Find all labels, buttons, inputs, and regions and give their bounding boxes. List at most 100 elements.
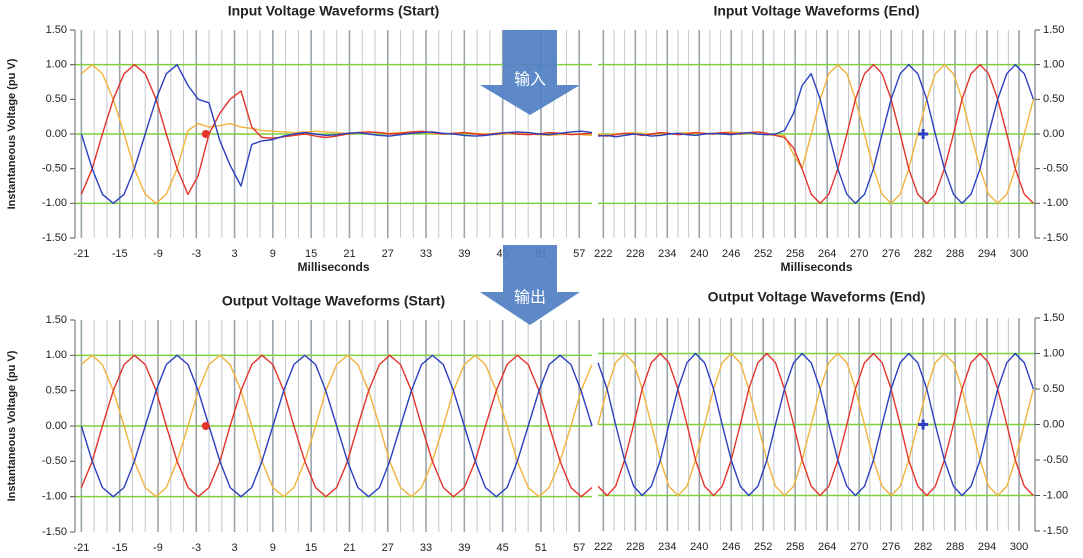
x-tick-label: 240 bbox=[690, 248, 708, 260]
y-tick-label: -1.00 bbox=[1043, 197, 1068, 209]
x-tick-label: 3 bbox=[232, 542, 238, 554]
x-tick-label: 246 bbox=[722, 541, 740, 553]
y-tick-label: 0.00 bbox=[46, 128, 67, 140]
y-tick-label: 0.50 bbox=[46, 385, 67, 397]
waveform bbox=[597, 352, 1035, 497]
x-tick-label: 294 bbox=[978, 541, 996, 553]
x-tick-label: 9 bbox=[270, 542, 276, 554]
waveform bbox=[80, 64, 593, 204]
x-tick-label: 33 bbox=[420, 542, 432, 554]
waveform bbox=[597, 352, 1035, 497]
y-tick-label: 1.00 bbox=[1043, 59, 1064, 71]
x-tick-label: 21 bbox=[343, 248, 355, 260]
x-tick-label: 27 bbox=[382, 248, 394, 260]
x-tick-label: 294 bbox=[978, 248, 996, 260]
y-tick-label: 1.00 bbox=[46, 59, 67, 71]
x-tick-label: 270 bbox=[850, 541, 868, 553]
x-tick-label: 15 bbox=[305, 542, 317, 554]
x-tick-label: -21 bbox=[73, 248, 89, 260]
panel: 222 228 234 240 246 252 258 264 270 276 282 288 294 3… bbox=[594, 3, 1068, 274]
y-axis-label: Instantaneous Voltage (pu V) bbox=[6, 58, 18, 209]
x-tick-label: 9 bbox=[270, 248, 276, 260]
x-tick-label: 27 bbox=[382, 542, 394, 554]
y-tick-label: -1.50 bbox=[1043, 232, 1068, 244]
x-tick-label: 3 bbox=[232, 248, 238, 260]
y-tick-label: 1.50 bbox=[46, 24, 67, 36]
y-tick-label: -0.50 bbox=[42, 163, 67, 175]
waveform bbox=[80, 64, 593, 204]
marker bbox=[201, 422, 210, 430]
waveform bbox=[80, 354, 593, 498]
x-axis-label: Milliseconds bbox=[780, 260, 852, 274]
x-tick-label: 222 bbox=[594, 248, 612, 260]
x-tick-label: 240 bbox=[690, 541, 708, 553]
x-tick-label: 258 bbox=[786, 541, 804, 553]
panels: -21-15-9-3391521273339455157-1.50-1.00-0… bbox=[6, 3, 1068, 554]
x-axis-label: Milliseconds bbox=[297, 260, 369, 274]
arrows: 输入 输出 bbox=[480, 30, 580, 325]
x-tick-label: 264 bbox=[818, 541, 836, 553]
chart-title: Output Voltage Waveforms (Start) bbox=[222, 293, 445, 309]
x-tick-label: 300 bbox=[1010, 541, 1028, 553]
x-tick-label: 282 bbox=[914, 248, 932, 260]
panel: -21-15-9-3391521273339455157-1.50-1.00-0… bbox=[6, 3, 593, 274]
panel: 222 228 234 240 246 252 258 264 270 276 282 288 294 3… bbox=[594, 289, 1068, 553]
x-tick-label: 264 bbox=[818, 248, 836, 260]
y-tick-label: 1.50 bbox=[1043, 312, 1064, 324]
y-tick-label: -0.50 bbox=[1043, 454, 1068, 466]
y-tick-label: -1.50 bbox=[42, 526, 67, 538]
x-tick-label: 270 bbox=[850, 248, 868, 260]
arrow-in bbox=[480, 30, 580, 115]
y-tick-label: 1.00 bbox=[46, 349, 67, 361]
y-tick-label: -1.00 bbox=[42, 491, 67, 503]
y-tick-label: 1.50 bbox=[46, 314, 67, 326]
waveform bbox=[597, 64, 1035, 204]
y-tick-label: -1.50 bbox=[1043, 525, 1068, 537]
x-tick-label: 51 bbox=[535, 542, 547, 554]
x-tick-label: 252 bbox=[754, 541, 772, 553]
y-tick-label: -1.00 bbox=[1043, 489, 1068, 501]
y-tick-label: -0.50 bbox=[42, 455, 67, 467]
x-tick-label: 288 bbox=[946, 541, 964, 553]
x-tick-label: 21 bbox=[343, 542, 355, 554]
y-tick-label: -1.50 bbox=[42, 232, 67, 244]
x-tick-label: 45 bbox=[497, 542, 509, 554]
y-tick-label: -0.50 bbox=[1043, 163, 1068, 175]
x-tick-label: 15 bbox=[305, 248, 317, 260]
chart-title: Input Voltage Waveforms (Start) bbox=[228, 3, 440, 19]
x-tick-label: 33 bbox=[420, 248, 432, 260]
x-tick-label: -3 bbox=[191, 248, 201, 260]
x-tick-label: 276 bbox=[882, 248, 900, 260]
chart-title: Output Voltage Waveforms (End) bbox=[708, 289, 926, 305]
waveform bbox=[597, 352, 1034, 497]
y-tick-label: 1.50 bbox=[1043, 24, 1064, 36]
x-tick-label: 222 bbox=[594, 541, 612, 553]
chart-title: Input Voltage Waveforms (End) bbox=[713, 3, 919, 19]
arrow-in-label: 输入 bbox=[514, 70, 546, 89]
y-tick-label: 0.50 bbox=[1043, 93, 1064, 105]
x-tick-label: 276 bbox=[882, 541, 900, 553]
waveform bbox=[80, 354, 593, 498]
x-tick-label: 252 bbox=[754, 248, 772, 260]
x-tick-label: 246 bbox=[722, 248, 740, 260]
x-tick-label: 234 bbox=[658, 248, 676, 260]
waveform bbox=[80, 354, 593, 498]
x-tick-label: 57 bbox=[573, 542, 585, 554]
y-tick-label: 0.00 bbox=[46, 420, 67, 432]
marker bbox=[201, 130, 210, 138]
x-tick-label: 234 bbox=[658, 541, 676, 553]
x-tick-label: -15 bbox=[112, 542, 128, 554]
x-tick-label: 39 bbox=[458, 542, 470, 554]
x-tick-label: -9 bbox=[153, 248, 163, 260]
arrow-out bbox=[480, 245, 580, 325]
x-tick-label: 228 bbox=[626, 248, 644, 260]
arrow-out-label: 输出 bbox=[514, 288, 546, 307]
x-tick-label: 228 bbox=[626, 541, 644, 553]
marker bbox=[918, 419, 929, 430]
marker bbox=[918, 129, 929, 139]
x-tick-label: 39 bbox=[458, 248, 470, 260]
y-tick-label: 1.00 bbox=[1043, 347, 1064, 359]
